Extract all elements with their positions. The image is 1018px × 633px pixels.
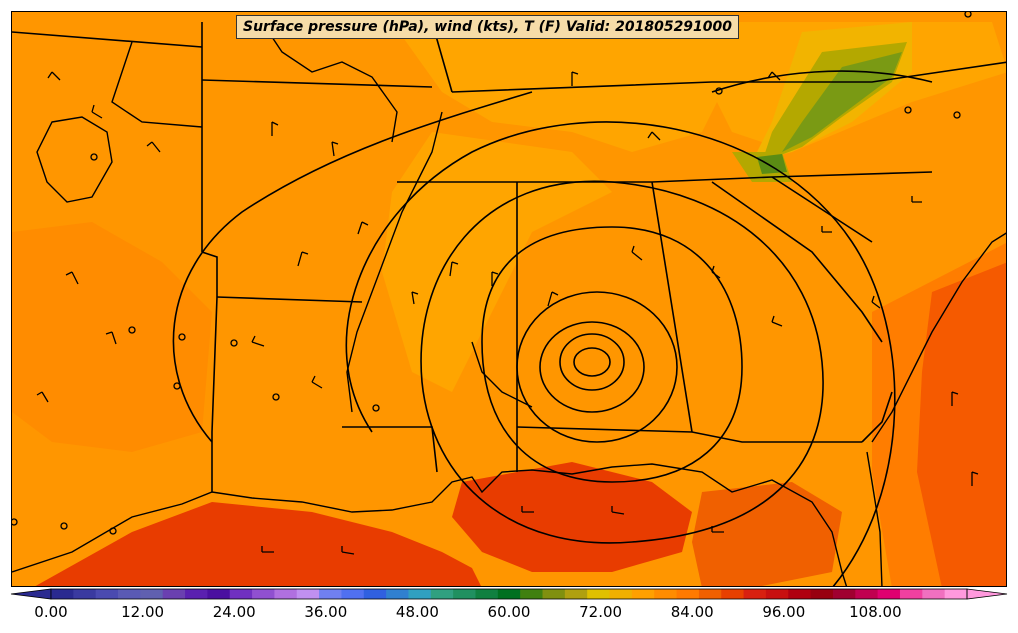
colorbar-tick-label: 36.00 bbox=[304, 603, 348, 621]
map-canvas bbox=[12, 12, 1006, 586]
colorbar-tick-label: 84.00 bbox=[670, 603, 714, 621]
colorbar-swatch bbox=[855, 589, 879, 599]
colorbar-swatch bbox=[721, 589, 745, 599]
calm-wind-markers bbox=[12, 12, 972, 535]
colorbar-tick-label: 96.00 bbox=[762, 603, 806, 621]
colorbar-extend-max bbox=[966, 588, 1008, 600]
colorbar-swatch bbox=[363, 589, 387, 599]
colorbar-swatch bbox=[587, 589, 611, 599]
isobar-outer-2 bbox=[420, 180, 824, 544]
colorbar-swatch bbox=[899, 589, 923, 599]
colorbar-swatch bbox=[922, 589, 946, 599]
colorbar-swatch bbox=[95, 589, 119, 599]
map-panel bbox=[11, 11, 1007, 587]
colorbar-swatch bbox=[51, 589, 74, 599]
colorbar-swatch bbox=[118, 589, 141, 599]
colorbar-extend-min bbox=[10, 588, 52, 600]
colorbar-tick-label: 24.00 bbox=[212, 603, 256, 621]
colorbar-swatch bbox=[162, 589, 186, 599]
colorbar-swatch bbox=[274, 589, 298, 599]
colorbar-tick-label: 60.00 bbox=[487, 603, 531, 621]
colorbar-swatch bbox=[453, 589, 476, 599]
isobar-outer-3 bbox=[345, 121, 896, 586]
colorbar-tick-label: 72.00 bbox=[579, 603, 623, 621]
colorbar-swatch bbox=[207, 589, 231, 599]
colorbar-swatch bbox=[229, 589, 253, 599]
colorbar-swatch bbox=[341, 589, 365, 599]
colorbar-swatch bbox=[832, 589, 856, 599]
colorbar-swatch bbox=[765, 589, 789, 599]
isobar-inner-3 bbox=[539, 321, 645, 413]
isobar-outer-1 bbox=[481, 226, 743, 483]
colorbar-swatch bbox=[296, 589, 320, 599]
colorbar-tick-label: 48.00 bbox=[395, 603, 439, 621]
colorbar-swatch bbox=[73, 589, 97, 599]
colorbar-swatch bbox=[430, 589, 454, 599]
map-title: Surface pressure (hPa), wind (kts), T (F… bbox=[236, 15, 740, 39]
colorbar-swatch bbox=[631, 589, 655, 599]
colorbar-swatch bbox=[542, 589, 566, 599]
isobar-inner-1 bbox=[573, 347, 611, 377]
colorbar-swatch bbox=[743, 589, 767, 599]
colorbar-tick-label: 0.00 bbox=[34, 603, 68, 621]
state-boundaries bbox=[12, 21, 1006, 492]
colorbar-swatch bbox=[609, 589, 633, 599]
colorbar-swatch bbox=[386, 589, 409, 599]
isobar-outer-5 bbox=[711, 70, 933, 93]
colorbar-swatch bbox=[408, 589, 432, 599]
colorbar-tick-label: 12.00 bbox=[121, 603, 165, 621]
colorbar-swatch bbox=[475, 589, 499, 599]
temperature-contour-fills bbox=[12, 22, 1006, 586]
colorbar-swatch bbox=[252, 589, 275, 599]
colorbar-outline bbox=[50, 588, 968, 600]
colorbar-swatch bbox=[676, 589, 700, 599]
colorbar-tick-label: 108.00 bbox=[849, 603, 902, 621]
colorbar-swatch bbox=[944, 589, 968, 599]
isobar-inner-2 bbox=[559, 333, 625, 391]
colorbar-swatch bbox=[185, 589, 208, 599]
colorbar-swatch bbox=[654, 589, 678, 599]
isobars bbox=[172, 70, 933, 586]
colorbar-swatch bbox=[319, 589, 342, 599]
colorbar-swatch bbox=[810, 589, 834, 599]
colorbar-swatch bbox=[564, 589, 588, 599]
colorbar-swatch bbox=[140, 589, 164, 599]
isobar-inner-4 bbox=[516, 291, 678, 443]
colorbar-swatch bbox=[877, 589, 901, 599]
wind-barbs bbox=[36, 71, 979, 555]
colorbar-swatch bbox=[520, 589, 544, 599]
isobar-outer-4 bbox=[172, 91, 533, 443]
colorbar-swatch bbox=[698, 589, 722, 599]
colorbar bbox=[10, 588, 1008, 600]
coastlines bbox=[12, 21, 1006, 586]
colorbar-swatch bbox=[788, 589, 812, 599]
colorbar-swatch bbox=[497, 589, 521, 599]
